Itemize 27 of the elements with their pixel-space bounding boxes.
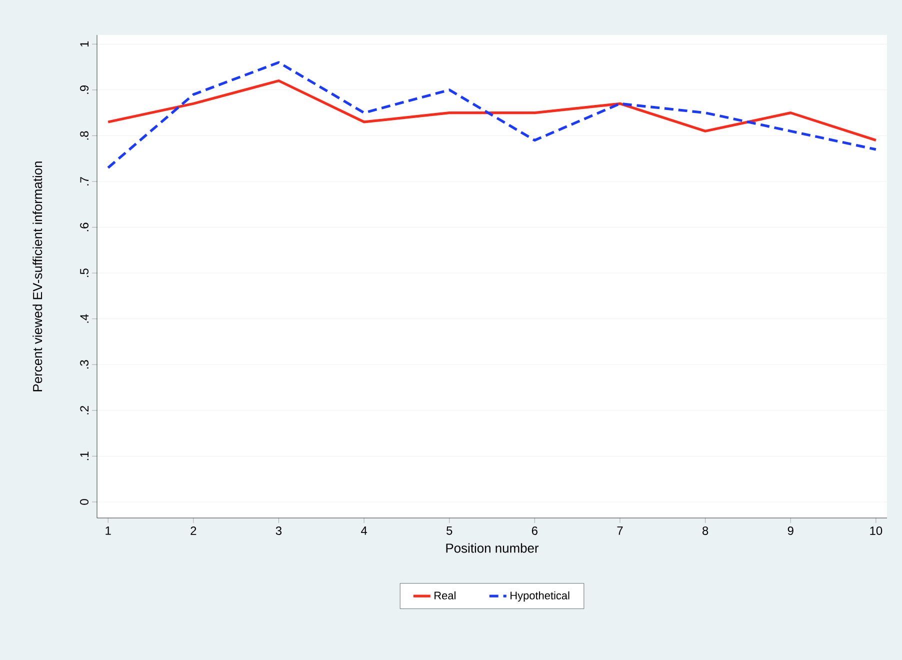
y-tick-label: .7	[80, 177, 89, 186]
x-tick-label: 3	[276, 526, 282, 535]
y-tick-label: .9	[80, 86, 88, 94]
x-axis-title: Position number	[446, 543, 539, 553]
y-tick-label: 1	[80, 41, 89, 47]
line-series	[106, 79, 878, 142]
x-tick-label: 10	[870, 526, 882, 535]
x-tick-label: 9	[788, 526, 794, 535]
y-tick-label: .1	[80, 452, 89, 460]
y-tick-label: 0	[80, 499, 88, 505]
legend-label: Real	[434, 591, 456, 600]
x-tick-label: 5	[446, 526, 452, 535]
y-tick-label: .2	[80, 406, 89, 414]
x-tick-label: 6	[532, 526, 538, 535]
legend-label: Hypothetical	[510, 591, 570, 602]
y-tick-label: .5	[80, 268, 88, 277]
y-tick-label: .4	[80, 314, 89, 323]
x-tick-label: 8	[702, 526, 708, 535]
y-axis-title: Percent viewed EV-sufficient information	[32, 162, 42, 392]
x-tick-label: 4	[361, 526, 368, 535]
y-tick-label: .8	[80, 131, 88, 140]
y-tick-label: .6	[80, 222, 88, 232]
y-tick-label: .3	[80, 360, 88, 369]
line-series	[106, 61, 878, 170]
x-tick-label: 1	[106, 526, 111, 535]
x-tick-label: 7	[617, 526, 623, 535]
x-tick-label: 2	[190, 526, 196, 535]
